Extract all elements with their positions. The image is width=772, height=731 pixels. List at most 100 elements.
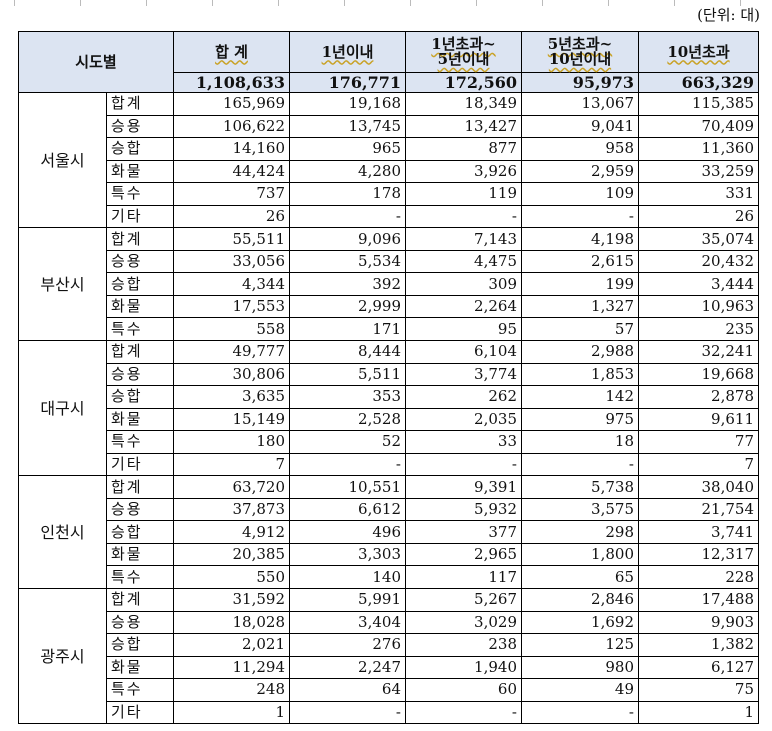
value-cell: 4,475	[405, 249, 522, 274]
vehicle-type-cell: 화물	[106, 294, 174, 319]
value-cell: 10,551	[289, 475, 406, 499]
value-cell: 353	[289, 385, 406, 409]
value-cell: 3,741	[638, 520, 759, 544]
grand-total-cell: 1,108,633	[173, 72, 290, 93]
value-cell: 5,267	[405, 588, 522, 612]
table-row: 승합 4,912 496 377 298 3,741	[19, 520, 759, 544]
value-cell: 19,668	[638, 362, 759, 387]
value-cell: 980	[521, 655, 639, 680]
value-cell: -	[521, 204, 639, 229]
value-cell: 140	[289, 565, 406, 590]
value-cell: 117	[405, 565, 522, 590]
value-cell: 171	[289, 317, 406, 342]
value-cell: 2,878	[638, 385, 759, 409]
vehicle-type-cell: 특수	[106, 565, 174, 590]
value-cell: 392	[289, 272, 406, 296]
value-cell: -	[289, 700, 406, 725]
value-cell: 35,074	[638, 227, 759, 251]
value-cell: 49	[521, 678, 639, 702]
value-cell: 95	[405, 317, 522, 342]
city-name-cell: 대구시	[18, 340, 107, 477]
table-body: 서울시 합계 165,969 19,168 18,349 13,067 115,385 승용 1…	[18, 91, 759, 725]
value-cell: -	[289, 204, 406, 229]
value-cell: 115,385	[638, 92, 759, 116]
value-cell: 331	[638, 182, 759, 206]
table-row: 기타 7- - -7	[19, 452, 759, 477]
value-cell: 4,198	[521, 227, 639, 251]
table-row: 인천시 합계 63,720 10,551 9,391 5,738 38,040	[18, 475, 759, 590]
value-cell: 165,969	[173, 92, 290, 116]
grand-total-cell: 95,973	[521, 72, 639, 93]
value-cell: 7,143	[405, 227, 522, 251]
value-cell: 235	[638, 317, 759, 342]
value-cell: 7	[173, 452, 290, 477]
value-cell: 3,404	[289, 610, 406, 635]
city-name-cell: 서울시	[18, 91, 107, 229]
value-cell: 3,029	[405, 610, 522, 635]
vehicle-type-cell: 승합	[106, 633, 174, 657]
city-name-cell: 부산시	[18, 227, 107, 342]
top-ruler-marks	[0, 0, 772, 8]
table-row: 기타 26- - -26	[19, 204, 759, 229]
value-cell: 178	[289, 182, 406, 206]
value-cell: 60	[405, 678, 522, 702]
vehicle-type-cell: 특수	[106, 678, 174, 702]
vehicle-type-cell: 합계	[106, 92, 174, 116]
value-cell: 33	[405, 430, 522, 454]
value-cell: 6,127	[638, 655, 759, 680]
value-cell: 3,575	[521, 497, 639, 522]
value-cell: 15,149	[173, 407, 290, 432]
table-row: 승합 14,160 965 877 958 11,360	[19, 137, 759, 161]
unit-label: (단위: 대)	[697, 6, 760, 24]
value-cell: 5,991	[289, 588, 406, 612]
value-cell: 558	[173, 317, 290, 342]
value-cell: 125	[521, 633, 639, 657]
table-row: 특수 248 64 60 49 75	[19, 678, 759, 702]
value-cell: 965	[289, 137, 406, 161]
value-cell: 1,382	[638, 633, 759, 657]
value-cell: 8,444	[289, 340, 406, 364]
vehicle-type-cell: 기타	[106, 204, 174, 229]
table-row: 기타 1- - -1	[19, 700, 759, 725]
vehicle-type-cell: 승합	[106, 272, 174, 296]
value-cell: 2,528	[289, 407, 406, 432]
value-cell: 2,035	[405, 407, 522, 432]
value-cell: 3,444	[638, 272, 759, 296]
value-cell: 17,488	[638, 588, 759, 612]
value-cell: -	[521, 452, 639, 477]
value-cell: 377	[405, 520, 522, 544]
value-cell: 19,168	[289, 92, 406, 116]
value-cell: 309	[405, 272, 522, 296]
vehicle-type-cell: 특수	[106, 430, 174, 454]
value-cell: 13,745	[289, 114, 406, 139]
value-cell: 9,611	[638, 407, 759, 432]
table-row: 화물 44,424 4,280 3,926 2,959 33,259	[19, 159, 759, 184]
table-row: 서울시 합계 165,969 19,168 18,349 13,067 115,385	[18, 91, 759, 229]
table-row: 승용 106,622 13,745 13,427 9,041 70,409	[19, 114, 759, 139]
value-cell: -	[521, 700, 639, 725]
value-cell: 6,104	[405, 340, 522, 364]
table-row: 승용 37,873 6,612 5,932 3,575 21,754	[19, 497, 759, 522]
value-cell: 31,592	[173, 588, 290, 612]
vehicle-type-cell: 기타	[106, 452, 174, 477]
value-cell: 2,615	[521, 249, 639, 274]
value-cell: 1,800	[521, 542, 639, 567]
vehicle-type-cell: 합계	[106, 340, 174, 364]
value-cell: -	[405, 452, 522, 477]
value-cell: 20,432	[638, 249, 759, 274]
value-cell: 5,738	[521, 475, 639, 499]
value-cell: 26	[638, 204, 759, 229]
value-cell: 1,853	[521, 362, 639, 387]
value-cell: 3,774	[405, 362, 522, 387]
value-cell: 75	[638, 678, 759, 702]
value-cell: 1	[173, 700, 290, 725]
value-cell: 65	[521, 565, 639, 590]
table-row: 대구시 합계 49,777 8,444 6,104 2,988 32,241	[18, 340, 759, 477]
value-cell: 33,056	[173, 249, 290, 274]
table-row: 승합 3,635 353 262 142 2,878	[19, 385, 759, 409]
value-cell: 2,988	[521, 340, 639, 364]
value-cell: 1,940	[405, 655, 522, 680]
value-cell: 52	[289, 430, 406, 454]
value-cell: 3,303	[289, 542, 406, 567]
value-cell: 276	[289, 633, 406, 657]
